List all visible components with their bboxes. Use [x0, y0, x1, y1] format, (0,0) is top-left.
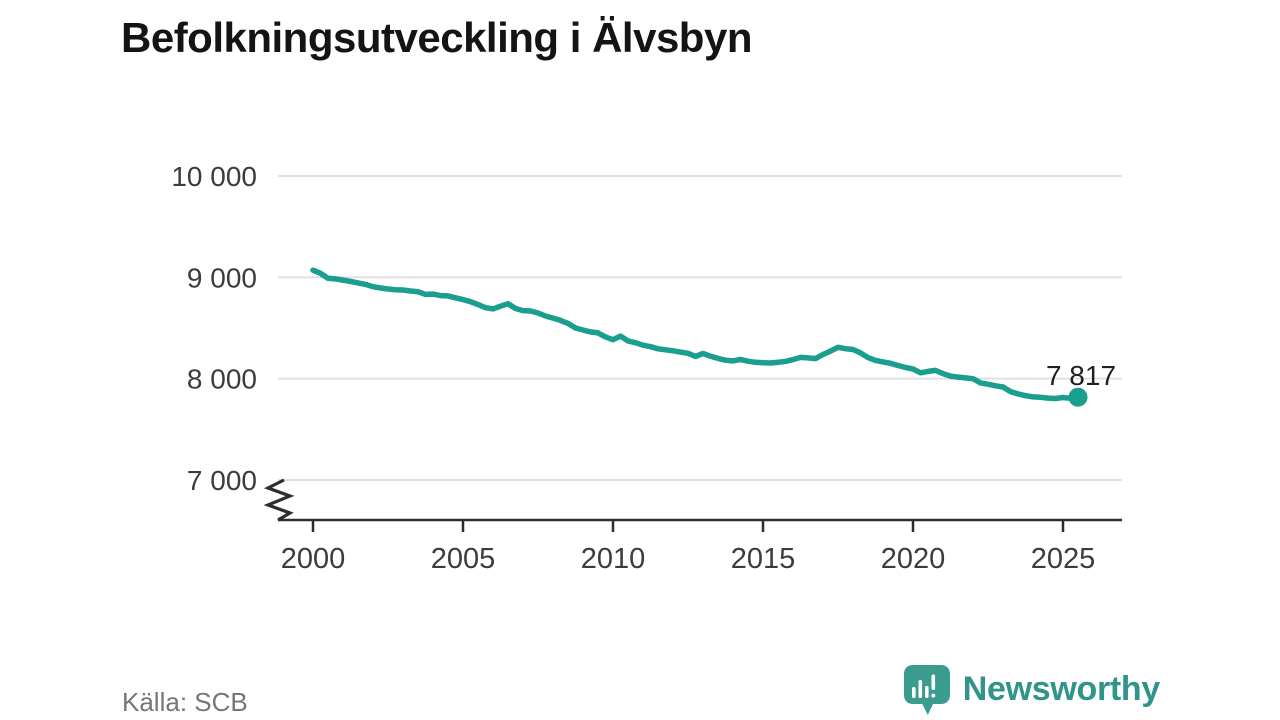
x-axis-tick-label: 2020	[881, 543, 946, 575]
end-point-marker	[1068, 387, 1088, 407]
newsworthy-bubble-chart-icon	[903, 665, 950, 715]
axis-break-zigzag	[263, 478, 295, 522]
x-axis-tick-label: 2025	[1031, 543, 1096, 575]
y-axis-tick-label: 8 000	[187, 364, 257, 395]
source-label: Källa: SCB	[122, 687, 248, 717]
population-line	[310, 267, 1081, 402]
x-axis-tick-label: 2000	[281, 543, 346, 575]
x-axis-tick-label: 2015	[731, 543, 796, 575]
y-axis-tick-label: 7 000	[187, 465, 257, 496]
x-axis-tick-label: 2010	[581, 543, 646, 575]
newsworthy-logo: Newsworthy	[903, 664, 1160, 720]
end-value-label: 7 817	[1046, 360, 1116, 391]
y-axis-tick-label: 9 000	[187, 262, 257, 293]
x-axis-tick-label: 2005	[431, 543, 496, 575]
newsworthy-wordmark: Newsworthy	[962, 670, 1161, 708]
y-axis-tick-label: 10 000	[171, 161, 257, 192]
page-title: Befolkningsutveckling i Älvsbyn	[121, 14, 752, 61]
